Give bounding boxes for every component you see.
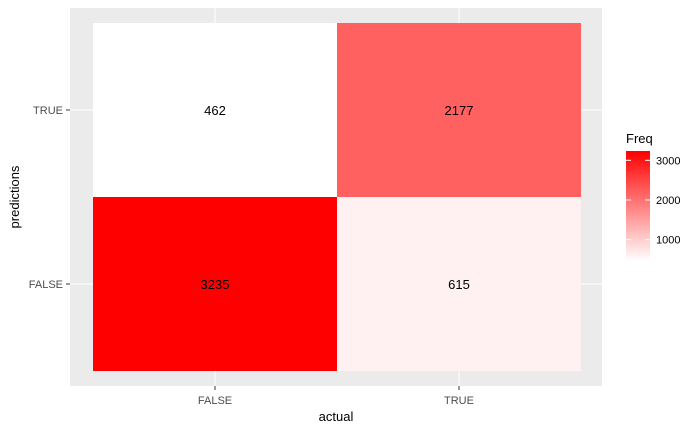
legend: Freq 1000 2000 3000 <box>626 131 680 261</box>
y-axis-title: predictions <box>7 165 22 228</box>
x-axis-title: actual <box>319 409 354 424</box>
cell-labels: 462 2177 3235 615 <box>201 103 474 292</box>
legend-tick-label-3000: 3000 <box>656 155 680 167</box>
cell-label-x-false-y-false: 3235 <box>201 277 230 292</box>
y-axis-ticks: FALSE TRUE <box>29 105 70 291</box>
cell-label-x-true-y-true: 2177 <box>445 103 474 118</box>
heatmap-cell-x-true-y-true <box>337 23 581 197</box>
x-tick-label-true: TRUE <box>444 395 474 407</box>
heatmap-cell-x-true-y-false <box>337 197 581 371</box>
x-tick-label-false: FALSE <box>198 395 232 407</box>
heatmap-cell-x-false-y-true <box>93 23 337 197</box>
legend-colorbar <box>626 151 650 261</box>
heatmap-cell-x-false-y-false <box>93 197 337 371</box>
legend-ticks: 1000 2000 3000 <box>626 155 680 247</box>
legend-title: Freq <box>626 131 653 146</box>
heatmap-cells <box>93 23 581 371</box>
y-tick-label-true: TRUE <box>33 105 63 117</box>
cell-label-x-false-y-true: 462 <box>204 103 226 118</box>
x-axis-ticks: FALSE TRUE <box>198 386 474 407</box>
cell-label-x-true-y-false: 615 <box>448 277 470 292</box>
legend-tick-label-2000: 2000 <box>656 195 680 207</box>
legend-tick-label-1000: 1000 <box>656 235 680 247</box>
y-tick-label-false: FALSE <box>29 279 63 291</box>
